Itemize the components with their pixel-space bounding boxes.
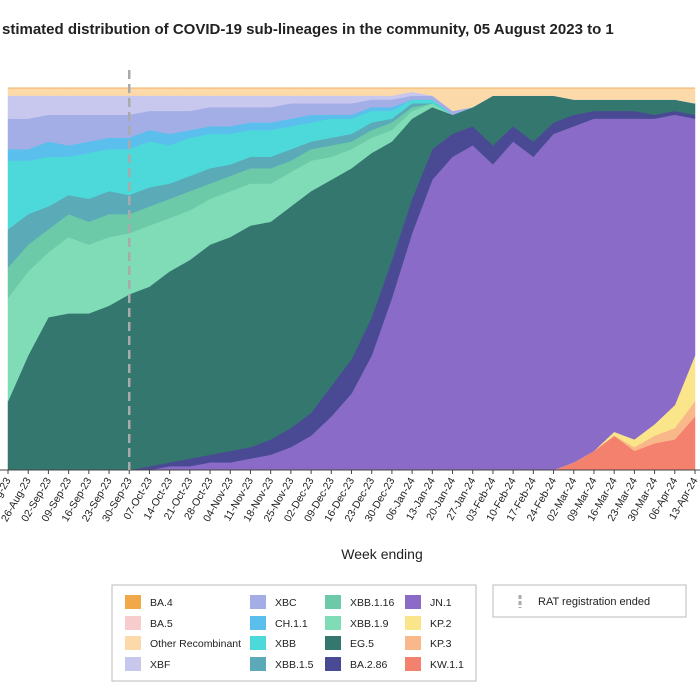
legend-swatch (250, 595, 266, 609)
legend-label: BA.5 (150, 618, 173, 630)
legend-label: XBB.1.9 (350, 618, 389, 630)
annotation-legend-box (492, 584, 687, 618)
legend-label: XBB (275, 638, 296, 650)
legend-swatch (405, 636, 421, 650)
legend-label: XBB.1.5 (275, 659, 314, 671)
legend-swatch (325, 657, 341, 671)
legend-label: Other Recombinant (150, 638, 241, 650)
legend-label: KP.3 (430, 638, 452, 650)
legend-label: BA.4 (150, 597, 173, 609)
legend-label: XBC (275, 597, 297, 609)
chart-title: stimated distribution of COVID-19 sub-li… (2, 21, 614, 38)
x-axis-label: Week ending (341, 546, 422, 562)
legend-swatch (405, 616, 421, 630)
legend-swatch (250, 616, 266, 630)
legend-label: XBB.1.16 (350, 597, 395, 609)
legend-label: JN.1 (430, 597, 452, 609)
legend-swatch (325, 636, 341, 650)
legend-label: EG.5 (350, 638, 374, 650)
legend-label: KW.1.1 (430, 659, 464, 671)
legend-swatch (405, 595, 421, 609)
plot-area (7, 87, 696, 471)
legend-label: CH.1.1 (275, 618, 308, 630)
legend-label: XBF (150, 659, 170, 671)
legend-swatch (325, 616, 341, 630)
legend-label: BA.2.86 (350, 659, 388, 671)
legend-swatch (125, 657, 141, 671)
legend-swatch (250, 657, 266, 671)
legend-swatch (250, 636, 266, 650)
legend-swatch (405, 657, 421, 671)
annotation-label: RAT registration ended (538, 596, 650, 608)
legend-swatch (325, 595, 341, 609)
legend-swatch (125, 595, 141, 609)
legend-swatch (125, 616, 141, 630)
legend-label: KP.2 (430, 618, 452, 630)
legend-swatch (125, 636, 141, 650)
